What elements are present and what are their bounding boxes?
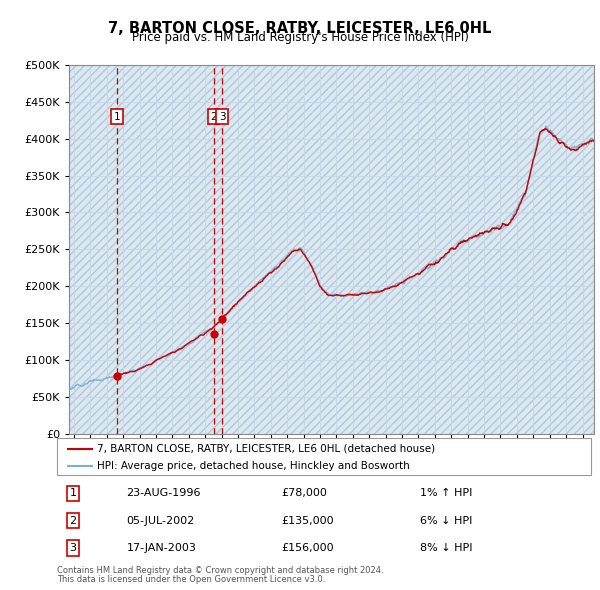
Text: 3: 3 (219, 112, 226, 122)
Text: 7, BARTON CLOSE, RATBY, LEICESTER, LE6 0HL (detached house): 7, BARTON CLOSE, RATBY, LEICESTER, LE6 0… (97, 444, 435, 454)
Text: 6% ↓ HPI: 6% ↓ HPI (420, 516, 472, 526)
FancyBboxPatch shape (57, 438, 591, 475)
Text: 17-JAN-2003: 17-JAN-2003 (127, 543, 196, 553)
Text: HPI: Average price, detached house, Hinckley and Bosworth: HPI: Average price, detached house, Hinc… (97, 461, 410, 471)
Text: 2: 2 (70, 516, 77, 526)
Text: 8% ↓ HPI: 8% ↓ HPI (420, 543, 473, 553)
Text: 05-JUL-2002: 05-JUL-2002 (127, 516, 194, 526)
Text: £135,000: £135,000 (281, 516, 334, 526)
Text: Price paid vs. HM Land Registry's House Price Index (HPI): Price paid vs. HM Land Registry's House … (131, 31, 469, 44)
Text: 1: 1 (70, 489, 77, 499)
Text: 23-AUG-1996: 23-AUG-1996 (127, 489, 201, 499)
Text: Contains HM Land Registry data © Crown copyright and database right 2024.: Contains HM Land Registry data © Crown c… (57, 566, 383, 575)
Text: 7, BARTON CLOSE, RATBY, LEICESTER, LE6 0HL: 7, BARTON CLOSE, RATBY, LEICESTER, LE6 0… (109, 21, 491, 35)
Text: 3: 3 (70, 543, 77, 553)
Text: 2: 2 (210, 112, 217, 122)
Text: 1: 1 (114, 112, 121, 122)
Text: £78,000: £78,000 (281, 489, 327, 499)
Text: £156,000: £156,000 (281, 543, 334, 553)
Text: 1% ↑ HPI: 1% ↑ HPI (420, 489, 472, 499)
Text: This data is licensed under the Open Government Licence v3.0.: This data is licensed under the Open Gov… (57, 575, 325, 584)
